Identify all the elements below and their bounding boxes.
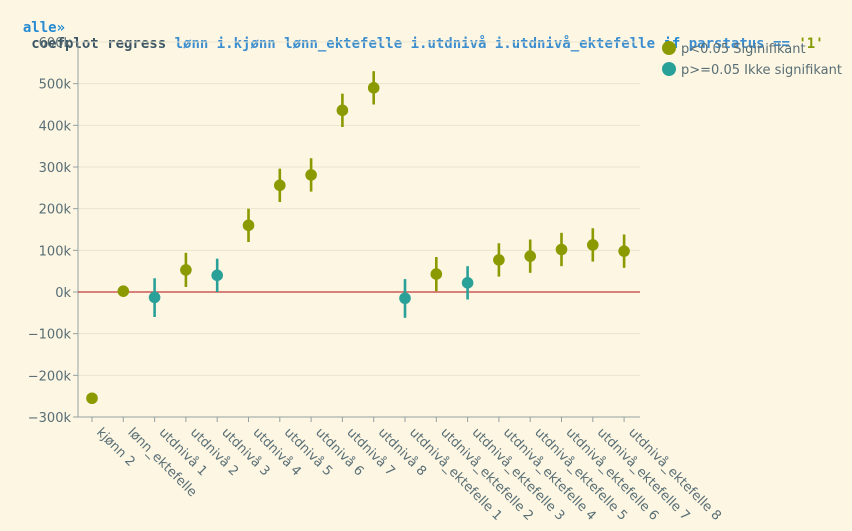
legend-label: p>=0.05 Ikke signifikant [681,63,842,78]
coefficient-point [493,254,505,266]
coefficient-point [555,243,568,256]
coefficient-point [336,104,349,117]
coefficient-point [305,169,317,181]
coefficient-point [211,269,223,282]
coefficient-point [461,277,474,289]
coefficient-point [180,264,192,276]
coefficient-point [86,392,98,405]
command-prompt: alle» [22,20,66,36]
coefficient-point [367,82,380,94]
y-tick-label: −100k [28,328,72,343]
y-tick-label: 200k [39,203,72,218]
y-tick-labels: 600k 500k 400k 300k 200k 100k 0k −100k −200k −300… [28,36,72,426]
grid-lines [78,41,640,418]
coefficient-point [618,245,630,257]
legend-label: p<0.05 Siginifikant [681,42,806,57]
coefficient-point [587,239,599,251]
legend: p<0.05 Siginifikant p>=0.05 Ikke signifik… [662,41,842,78]
coefficient-marks [86,71,630,405]
y-tick-label: 100k [39,244,72,259]
coefficient-point [148,291,161,304]
command-token: coefplot regress [22,36,167,52]
y-tick-label: 600k [39,36,72,51]
y-tick-label: 400k [39,119,72,134]
coefficient-point [399,292,411,305]
command-token: '1' [789,36,824,52]
y-tick-label: −200k [28,369,72,384]
y-tick-label: −300k [28,411,72,426]
legend-marker [662,41,676,55]
command-token: lønn i.kjønn lønn_ektefelle i.utdnivå i.… [166,36,656,52]
command-token: parstatus == [680,36,790,52]
axes [73,41,640,422]
coefficient-point [524,250,536,262]
coefficient-point [430,268,443,280]
command-text: coefplot regress lønn i.kjønn lønn_ektef… [22,36,824,52]
y-tick-label: 0k [55,286,71,301]
y-tick-label: 300k [39,161,72,176]
legend-marker [662,62,676,76]
coefficient-point [242,219,255,232]
coefficient-point [274,179,286,192]
coefficient-point [117,285,130,297]
y-tick-label: 500k [39,78,72,93]
command-line: alle» coefplot regress lønn i.kjønn lønn… [6,4,824,52]
